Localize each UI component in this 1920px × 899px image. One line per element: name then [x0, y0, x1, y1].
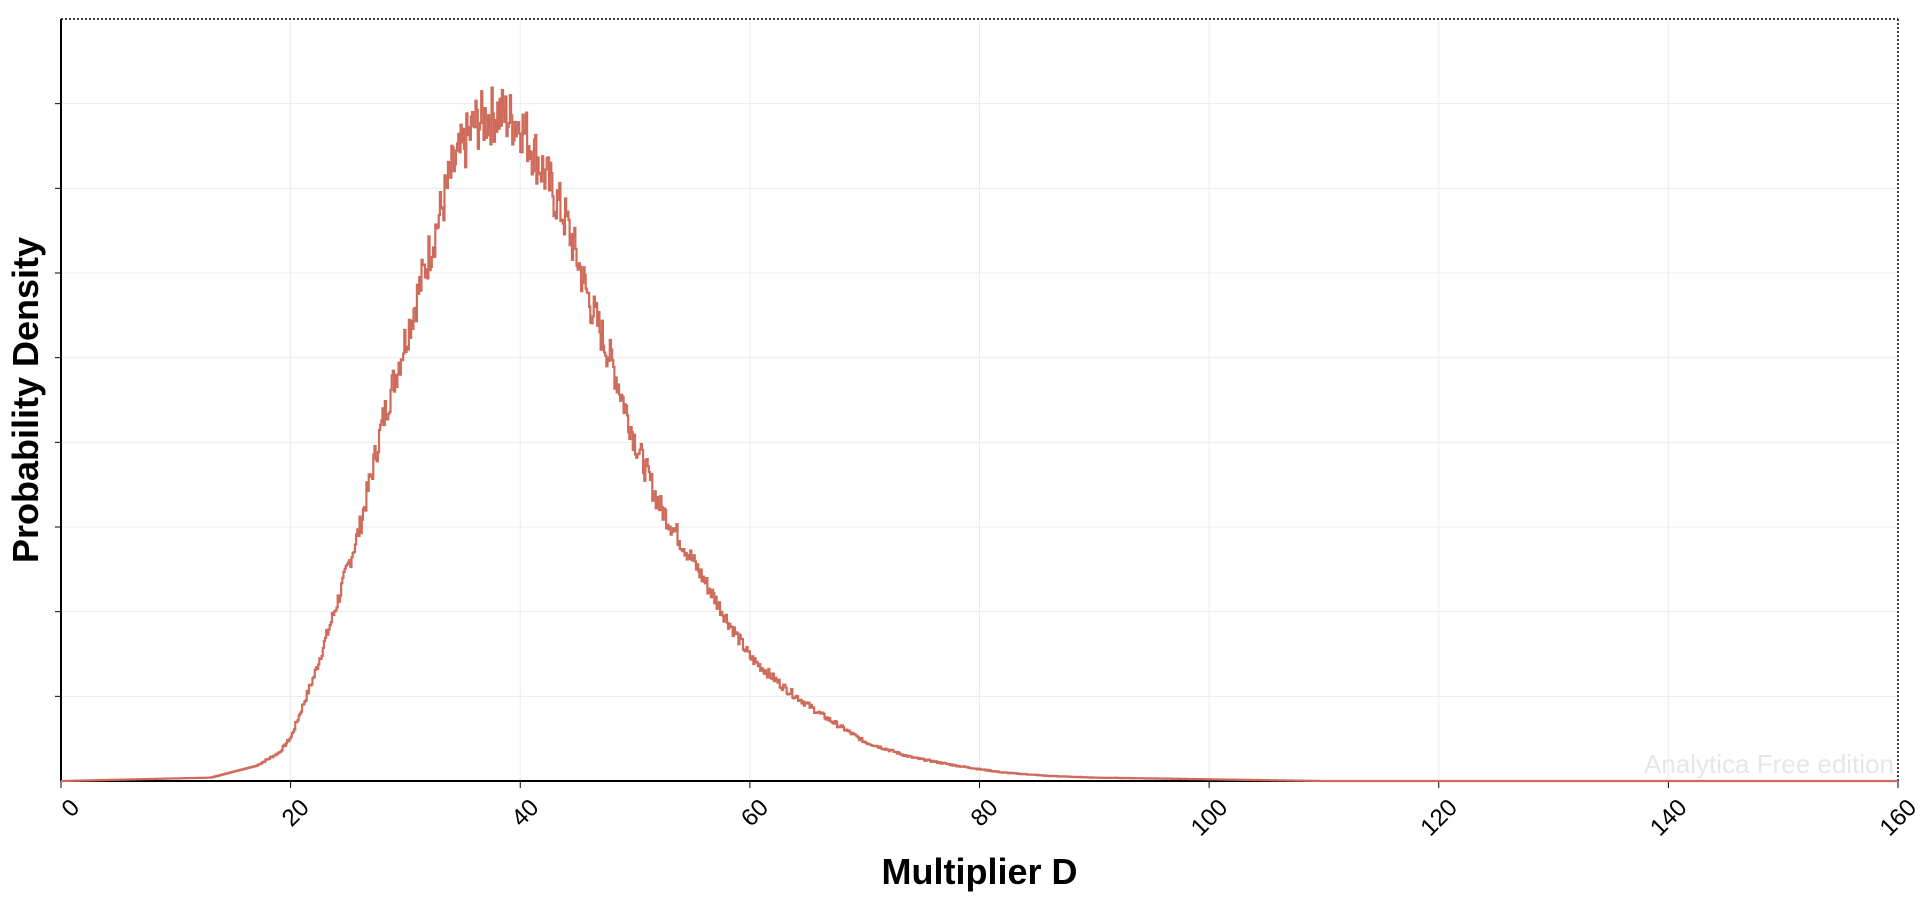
series-layer [61, 86, 1898, 783]
x-tick-label: 100 [1186, 794, 1233, 841]
x-tick-label: 60 [736, 794, 774, 832]
density-line [61, 86, 1898, 783]
labels: 0 20 40 60 80 100 120 140 160 Multiplier D Probabi… [5, 237, 1920, 892]
x-axis-title: Multiplier D [882, 851, 1078, 892]
x-tick-label: 40 [506, 794, 544, 832]
x-tick-label: 120 [1415, 794, 1462, 841]
watermark-text: Analytica Free edition [1644, 749, 1894, 779]
x-tick-label: 0 [57, 794, 86, 823]
y-axis-title: Probability Density [5, 237, 46, 563]
x-tick-label: 20 [277, 794, 315, 832]
x-tick-label: 160 [1875, 794, 1920, 841]
axes [55, 18, 1899, 788]
grid [61, 19, 1898, 781]
x-tick-label: 80 [966, 794, 1004, 832]
x-tick-label: 140 [1645, 794, 1692, 841]
